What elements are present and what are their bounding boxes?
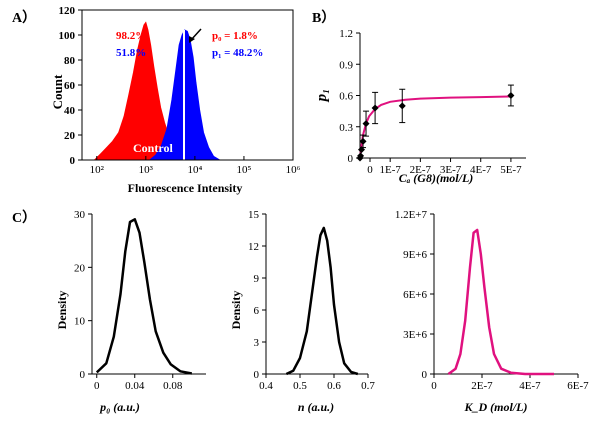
panel-c3-ytick-label: 6E+6 [403, 289, 427, 301]
panel-a-histogram: 0 20 40 60 80 100 120 10² 10³ 10⁴ 10⁵ 10⁶ 98.2% 51.… [50, 5, 301, 195]
panel-c3-ytick-label: 0 [422, 369, 428, 381]
panel-a-ytick-label: 80 [64, 55, 76, 67]
panel-c1-ytick-label: 30 [74, 209, 86, 221]
panel-label-b: B） [312, 10, 335, 26]
panel-c3-density: 0 3E+6 6E+6 9E+6 1.2E+7 0 2E-7 4E-7 6E-7 K_D (mo… [395, 209, 589, 414]
data-point [507, 92, 515, 99]
panel-a-xtick-label: 10⁶ [286, 164, 301, 176]
panel-b-xtick-label: 1E-7 [379, 164, 401, 176]
p1-annotation: p₁ = 48.2% [212, 47, 263, 59]
control-label: Control [133, 141, 173, 155]
panel-label-c: C） [12, 210, 36, 226]
p0-annotation: p₀ = 1.8% [212, 30, 258, 42]
panel-a-xtick-label: 10³ [139, 164, 154, 176]
panel-c2-density: 0 3 6 9 12 15 0.4 0.5 0.6 0.7 n (a.u.) Density [229, 209, 375, 414]
panel-a-ytick-label: 0 [70, 155, 76, 167]
panel-c2-density-curve [285, 226, 359, 376]
panel-b-xtick-label: 4E-7 [470, 164, 492, 176]
panel-c2-ytick-label: 9 [254, 273, 260, 285]
panel-b-ytick-label: 0.9 [339, 59, 353, 71]
panel-b-xlabel: Cₐ (G8)(mol/L) [399, 171, 474, 185]
panel-b-ytick-label: 0.3 [339, 122, 353, 134]
panel-b-xtick-label: 3E-7 [440, 164, 462, 176]
left-red-percentage: 98.2% [116, 30, 146, 42]
panel-c3-xtick-label: 4E-7 [519, 380, 541, 392]
panel-c1-xtick-label: 0 [94, 380, 100, 392]
data-point [357, 152, 365, 160]
fit-curve [359, 95, 511, 159]
panel-b-binding-curve: 0 0.3 0.6 0.9 1.2 0 1E-7 2E-7 3E-7 4E-7 5E-7 Cₐ (G… [314, 28, 526, 185]
panel-b-xtick-label: 2E-7 [410, 164, 432, 176]
panel-c1-xlabel: p₀ (a.u.) [99, 400, 140, 414]
gate-arrow [189, 28, 202, 43]
panel-c2-xtick-label: 0.5 [293, 380, 307, 392]
panel-c1-ytick-label: 10 [74, 316, 86, 328]
panel-b-ytick-label: 0 [348, 153, 354, 165]
panel-c3-ytick-label: 1.2E+7 [395, 209, 428, 221]
panel-c3-xtick-label: 2E-7 [471, 380, 493, 392]
panel-b-ylabel: p₁ [314, 89, 330, 104]
left-blue-percentage: 51.8% [116, 47, 146, 59]
panel-a-ytick-label: 100 [59, 30, 76, 42]
panel-c2-ylabel: Density [229, 291, 243, 330]
panel-c3-ytick-label: 3E+6 [403, 329, 427, 341]
panel-c2-ytick-label: 0 [254, 369, 260, 381]
panel-c3-ytick-label: 9E+6 [403, 249, 427, 261]
panel-c1-density: 0 10 20 30 0 0.04 0.08 p₀ (a.u.) Density [55, 209, 206, 414]
panel-c1-xtick-label: 0.08 [163, 380, 183, 392]
panel-c2-ytick-label: 6 [254, 305, 260, 317]
data-point [371, 104, 379, 112]
panel-c2-ytick-label: 12 [248, 241, 259, 253]
data-point [359, 137, 367, 145]
panel-a-ytick-label: 20 [64, 130, 76, 142]
panel-c1-ytick-label: 0 [80, 369, 86, 381]
panel-c2-xtick-label: 0.7 [361, 380, 375, 392]
panel-b-xtick-label: 5E-7 [500, 164, 522, 176]
panel-b-ytick-label: 1.2 [339, 28, 353, 40]
panel-a-ytick-label: 120 [59, 5, 76, 17]
panel-b-ytick-label: 0.6 [339, 91, 353, 103]
panel-c3-xtick-label: 6E-7 [567, 380, 589, 392]
panel-a-ytick-label: 60 [64, 80, 76, 92]
panel-c2-ytick-label: 15 [248, 209, 260, 221]
panel-a-xtick-label: 10⁵ [237, 164, 252, 176]
panel-c3-density-curve [447, 228, 554, 376]
data-point [362, 120, 370, 128]
panel-a-xlabel: Fluorescence Intensity [128, 181, 243, 195]
data-point [398, 102, 406, 110]
panel-c3-xlabel: K_D (mol/L) [464, 400, 528, 414]
panel-c1-density-curve [95, 218, 193, 375]
panel-c1-ylabel: Density [55, 291, 69, 330]
panel-label-a: A） [12, 10, 36, 26]
panel-a-xtick-label: 10² [90, 164, 105, 176]
panel-a-ylabel: Count [50, 74, 65, 109]
panel-b-xtick-label: 0 [367, 164, 373, 176]
panel-c1-ytick-label: 20 [74, 262, 86, 274]
panel-a-xtick-label: 10⁴ [187, 164, 202, 176]
panel-c3-xtick-label: 0 [431, 380, 437, 392]
panel-a-ytick-label: 40 [64, 105, 76, 117]
panel-c2-ytick-label: 3 [254, 337, 260, 349]
panel-c3-xlabel-text: K_D (mol/L) [464, 400, 528, 414]
panel-c2-xlabel: n (a.u.) [298, 400, 334, 414]
panel-c1-xtick-label: 0.04 [125, 380, 145, 392]
panel-c2-xtick-label: 0.4 [259, 380, 273, 392]
panel-c2-xtick-label: 0.6 [327, 380, 341, 392]
